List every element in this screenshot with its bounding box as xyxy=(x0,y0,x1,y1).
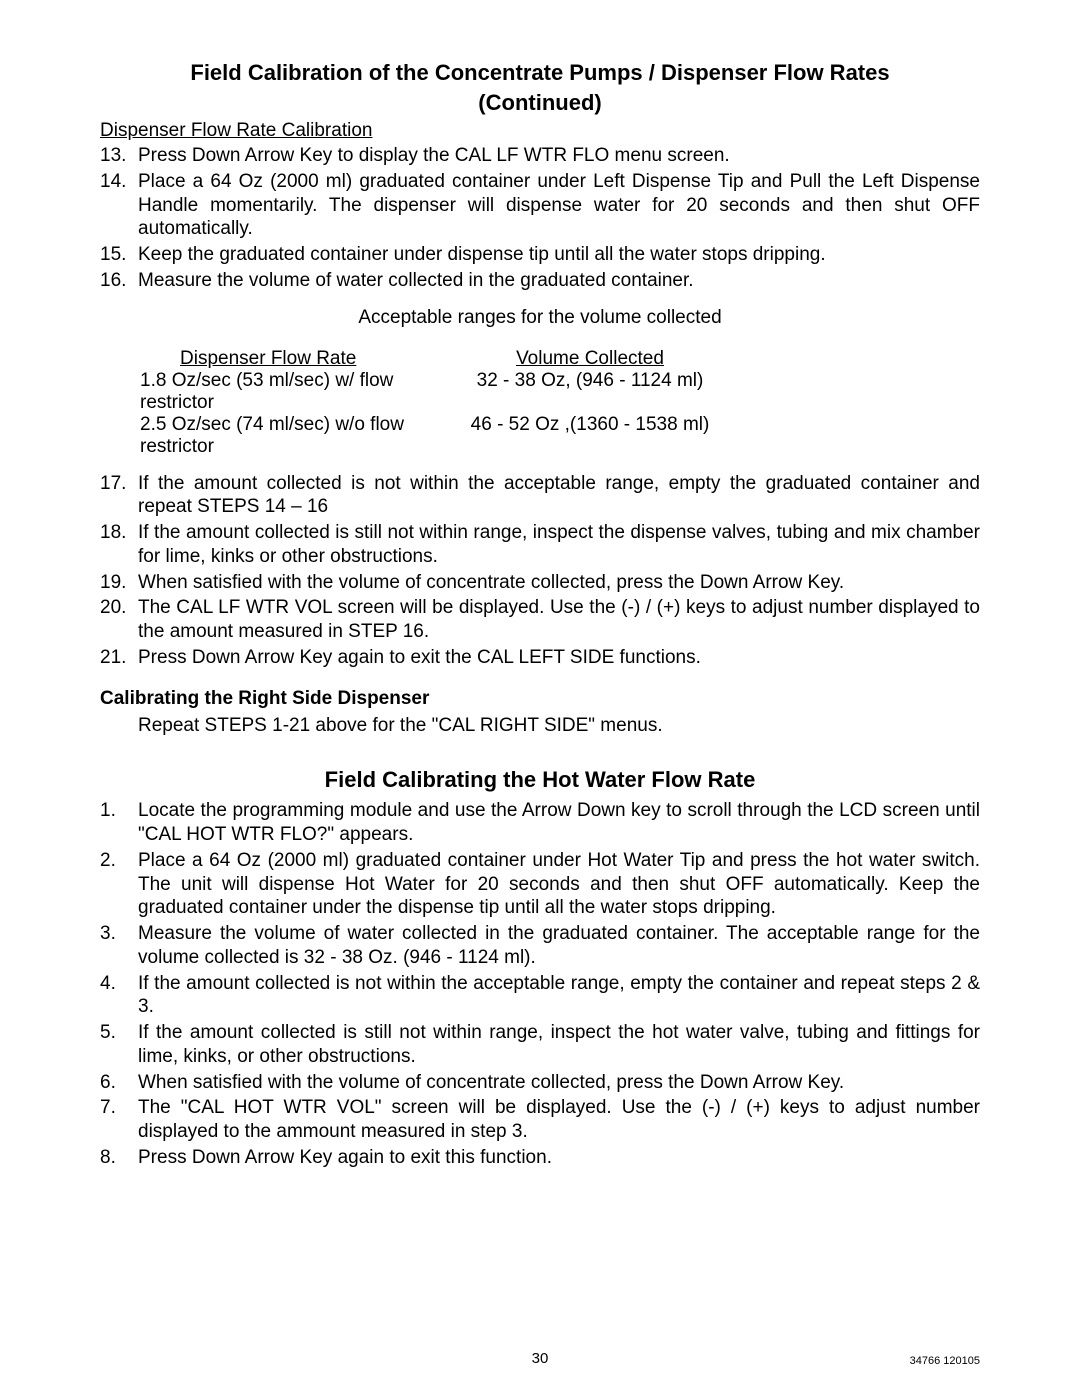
list-item: 6.When satisfied with the volume of conc… xyxy=(100,1071,980,1095)
item-text: If the amount collected is still not wit… xyxy=(138,521,980,569)
item-text: Measure the volume of water collected in… xyxy=(138,922,980,970)
table-header-volume: Volume Collected xyxy=(460,348,720,370)
steps-list-3: 1.Locate the programming module and use … xyxy=(100,799,980,1169)
list-item: 14.Place a 64 Oz (2000 ml) graduated con… xyxy=(100,170,980,241)
list-item: 18.If the amount collected is still not … xyxy=(100,521,980,569)
table-header-row: Dispenser Flow Rate Volume Collected xyxy=(100,348,980,370)
item-number: 16. xyxy=(100,269,138,293)
list-item: 13.Press Down Arrow Key to display the C… xyxy=(100,144,980,168)
list-item: 16.Measure the volume of water collected… xyxy=(100,269,980,293)
page-footer: 30 34766 120105 xyxy=(0,1350,1080,1367)
item-number: 13. xyxy=(100,144,138,168)
table-cell-volume: 46 - 52 Oz ,(1360 - 1538 ml) xyxy=(460,414,720,458)
item-text: Press Down Arrow Key again to exit the C… xyxy=(138,646,980,670)
table-header-flow-rate: Dispenser Flow Rate xyxy=(100,348,460,370)
item-text: When satisfied with the volume of concen… xyxy=(138,1071,980,1095)
item-text: Place a 64 Oz (2000 ml) graduated contai… xyxy=(138,849,980,920)
item-number: 21. xyxy=(100,646,138,670)
item-text: Keep the graduated container under dispe… xyxy=(138,243,980,267)
table-row: 1.8 Oz/sec (53 ml/sec) w/ flow restricto… xyxy=(100,370,980,414)
item-text: Locate the programming module and use th… xyxy=(138,799,980,847)
item-number: 19. xyxy=(100,571,138,595)
right-side-heading: Calibrating the Right Side Dispenser xyxy=(100,688,980,710)
item-text: Press Down Arrow Key again to exit this … xyxy=(138,1146,980,1170)
list-item: 3.Measure the volume of water collected … xyxy=(100,922,980,970)
steps-list-2: 17.If the amount collected is not within… xyxy=(100,472,980,670)
list-item: 17.If the amount collected is not within… xyxy=(100,472,980,520)
page-content: Field Calibration of the Concentrate Pum… xyxy=(0,0,1080,1212)
table-row: 2.5 Oz/sec (74 ml/sec) w/o flow restrict… xyxy=(100,414,980,458)
table-cell-flow-rate: 2.5 Oz/sec (74 ml/sec) w/o flow restrict… xyxy=(100,414,460,458)
list-item: 8.Press Down Arrow Key again to exit thi… xyxy=(100,1146,980,1170)
item-number: 3. xyxy=(100,922,138,970)
list-item: 7.The "CAL HOT WTR VOL" screen will be d… xyxy=(100,1096,980,1144)
item-text: If the amount collected is not within th… xyxy=(138,472,980,520)
item-number: 17. xyxy=(100,472,138,520)
list-item: 4.If the amount collected is not within … xyxy=(100,972,980,1020)
item-text: Measure the volume of water collected in… xyxy=(138,269,980,293)
item-number: 8. xyxy=(100,1146,138,1170)
main-title-line2: (Continued) xyxy=(100,90,980,116)
item-number: 14. xyxy=(100,170,138,241)
document-id: 34766 120105 xyxy=(910,1355,980,1367)
table-caption: Acceptable ranges for the volume collect… xyxy=(100,307,980,329)
list-item: 21.Press Down Arrow Key again to exit th… xyxy=(100,646,980,670)
item-number: 7. xyxy=(100,1096,138,1144)
steps-list-1: 13.Press Down Arrow Key to display the C… xyxy=(100,144,980,293)
hot-water-title: Field Calibrating the Hot Water Flow Rat… xyxy=(100,767,980,793)
main-title-line1: Field Calibration of the Concentrate Pum… xyxy=(100,60,980,86)
ranges-table: Dispenser Flow Rate Volume Collected 1.8… xyxy=(100,348,980,458)
table-cell-flow-rate: 1.8 Oz/sec (53 ml/sec) w/ flow restricto… xyxy=(100,370,460,414)
item-number: 18. xyxy=(100,521,138,569)
item-text: When satisfied with the volume of concen… xyxy=(138,571,980,595)
item-text: If the amount collected is still not wit… xyxy=(138,1021,980,1069)
item-number: 20. xyxy=(100,596,138,644)
item-number: 6. xyxy=(100,1071,138,1095)
table-cell-volume: 32 - 38 Oz, (946 - 1124 ml) xyxy=(460,370,720,414)
item-number: 15. xyxy=(100,243,138,267)
item-text: Press Down Arrow Key to display the CAL … xyxy=(138,144,980,168)
list-item: 5.If the amount collected is still not w… xyxy=(100,1021,980,1069)
item-text: Place a 64 Oz (2000 ml) graduated contai… xyxy=(138,170,980,241)
item-text: The CAL LF WTR VOL screen will be displa… xyxy=(138,596,980,644)
item-number: 1. xyxy=(100,799,138,847)
list-item: 20.The CAL LF WTR VOL screen will be dis… xyxy=(100,596,980,644)
list-item: 1.Locate the programming module and use … xyxy=(100,799,980,847)
right-side-text: Repeat STEPS 1-21 above for the "CAL RIG… xyxy=(138,714,980,738)
dispenser-flow-subheading: Dispenser Flow Rate Calibration xyxy=(100,120,980,142)
item-number: 4. xyxy=(100,972,138,1020)
item-text: If the amount collected is not within th… xyxy=(138,972,980,1020)
list-item: 19.When satisfied with the volume of con… xyxy=(100,571,980,595)
item-text: The "CAL HOT WTR VOL" screen will be dis… xyxy=(138,1096,980,1144)
item-number: 5. xyxy=(100,1021,138,1069)
list-item: 15.Keep the graduated container under di… xyxy=(100,243,980,267)
list-item: 2.Place a 64 Oz (2000 ml) graduated cont… xyxy=(100,849,980,920)
item-number: 2. xyxy=(100,849,138,920)
